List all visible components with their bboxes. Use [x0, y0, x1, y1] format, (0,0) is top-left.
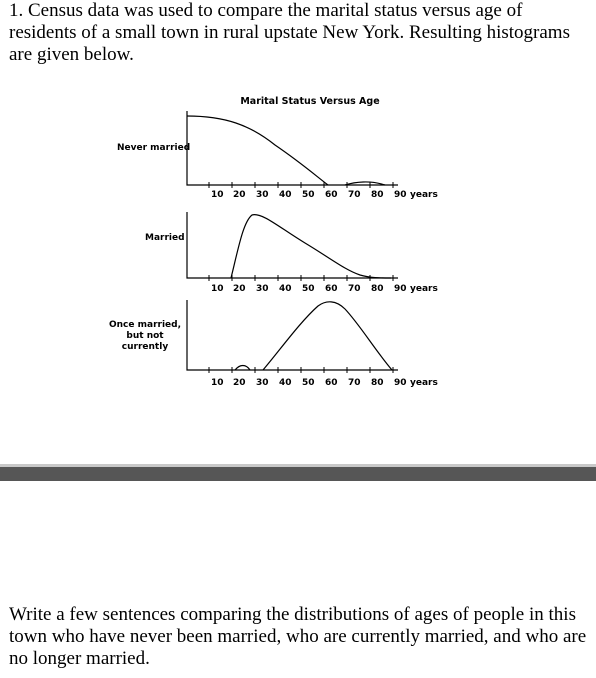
- tick-label: 70: [348, 378, 361, 388]
- axis-never-married: [186, 111, 398, 186]
- tick-label: 10: [211, 190, 224, 200]
- curve-once-married: [234, 301, 393, 371]
- tick-label: 20: [233, 190, 246, 200]
- tick-label: 70: [348, 190, 361, 200]
- panel-label-once-married: Once married,: [109, 320, 181, 330]
- tick-label: 60: [325, 378, 338, 388]
- tick-label: 20: [233, 284, 246, 294]
- tick-label: 90: [394, 378, 407, 388]
- tick-label: 10: [211, 284, 224, 294]
- axis-once-married: [186, 300, 398, 371]
- tick-label: 30: [256, 378, 269, 388]
- tick-label: 20: [233, 378, 246, 388]
- tick-label: 70: [348, 284, 361, 294]
- tick-label: 50: [302, 378, 315, 388]
- curve-never-married: [186, 115, 386, 186]
- divider-highlight: [0, 464, 596, 467]
- tick-label: 40: [279, 378, 292, 388]
- tick-label: 60: [325, 284, 338, 294]
- tick-label: 80: [371, 284, 384, 294]
- tick-label: 60: [325, 190, 338, 200]
- tick-label: 40: [279, 190, 292, 200]
- prompt-text: Write a few sentences comparing the dist…: [9, 604, 587, 669]
- tick-label: 90: [394, 190, 407, 200]
- figure-title: Marital Status Versus Age: [240, 96, 379, 107]
- panel-married: Married 10 20 30 40 50 60 70 80 90 years: [145, 212, 438, 294]
- tick-label: 50: [302, 190, 315, 200]
- tick-label: 50: [302, 284, 315, 294]
- ticks-married: [208, 275, 394, 281]
- panel-once-married: Once married, but not currently 10 20 30…: [109, 300, 438, 388]
- curve-married: [230, 214, 392, 279]
- panel-label-never-married: Never married: [117, 143, 190, 153]
- ticks-never-married: [208, 182, 394, 188]
- panel-label-once-married: but not: [126, 331, 164, 341]
- tick-label: 30: [256, 190, 269, 200]
- tick-label: 80: [371, 190, 384, 200]
- tick-label: 80: [371, 378, 384, 388]
- tick-label: 10: [211, 378, 224, 388]
- tick-label: 90: [394, 284, 407, 294]
- section-divider: [0, 467, 596, 481]
- ticks-once-married: [208, 367, 394, 373]
- panel-label-once-married: currently: [122, 342, 169, 352]
- panel-never-married: Never married 10 20 30 40 50 60 70 80 90…: [117, 111, 438, 200]
- axis-unit: years: [410, 190, 438, 200]
- tick-label: 40: [279, 284, 292, 294]
- marital-status-figure: Marital Status Versus Age Never married …: [0, 80, 596, 400]
- axis-married: [186, 212, 398, 279]
- panel-label-married: Married: [145, 233, 185, 243]
- axis-unit: years: [410, 378, 438, 388]
- axis-unit: years: [410, 284, 438, 294]
- tick-label: 30: [256, 284, 269, 294]
- question-text: 1. Census data was used to compare the m…: [9, 0, 570, 65]
